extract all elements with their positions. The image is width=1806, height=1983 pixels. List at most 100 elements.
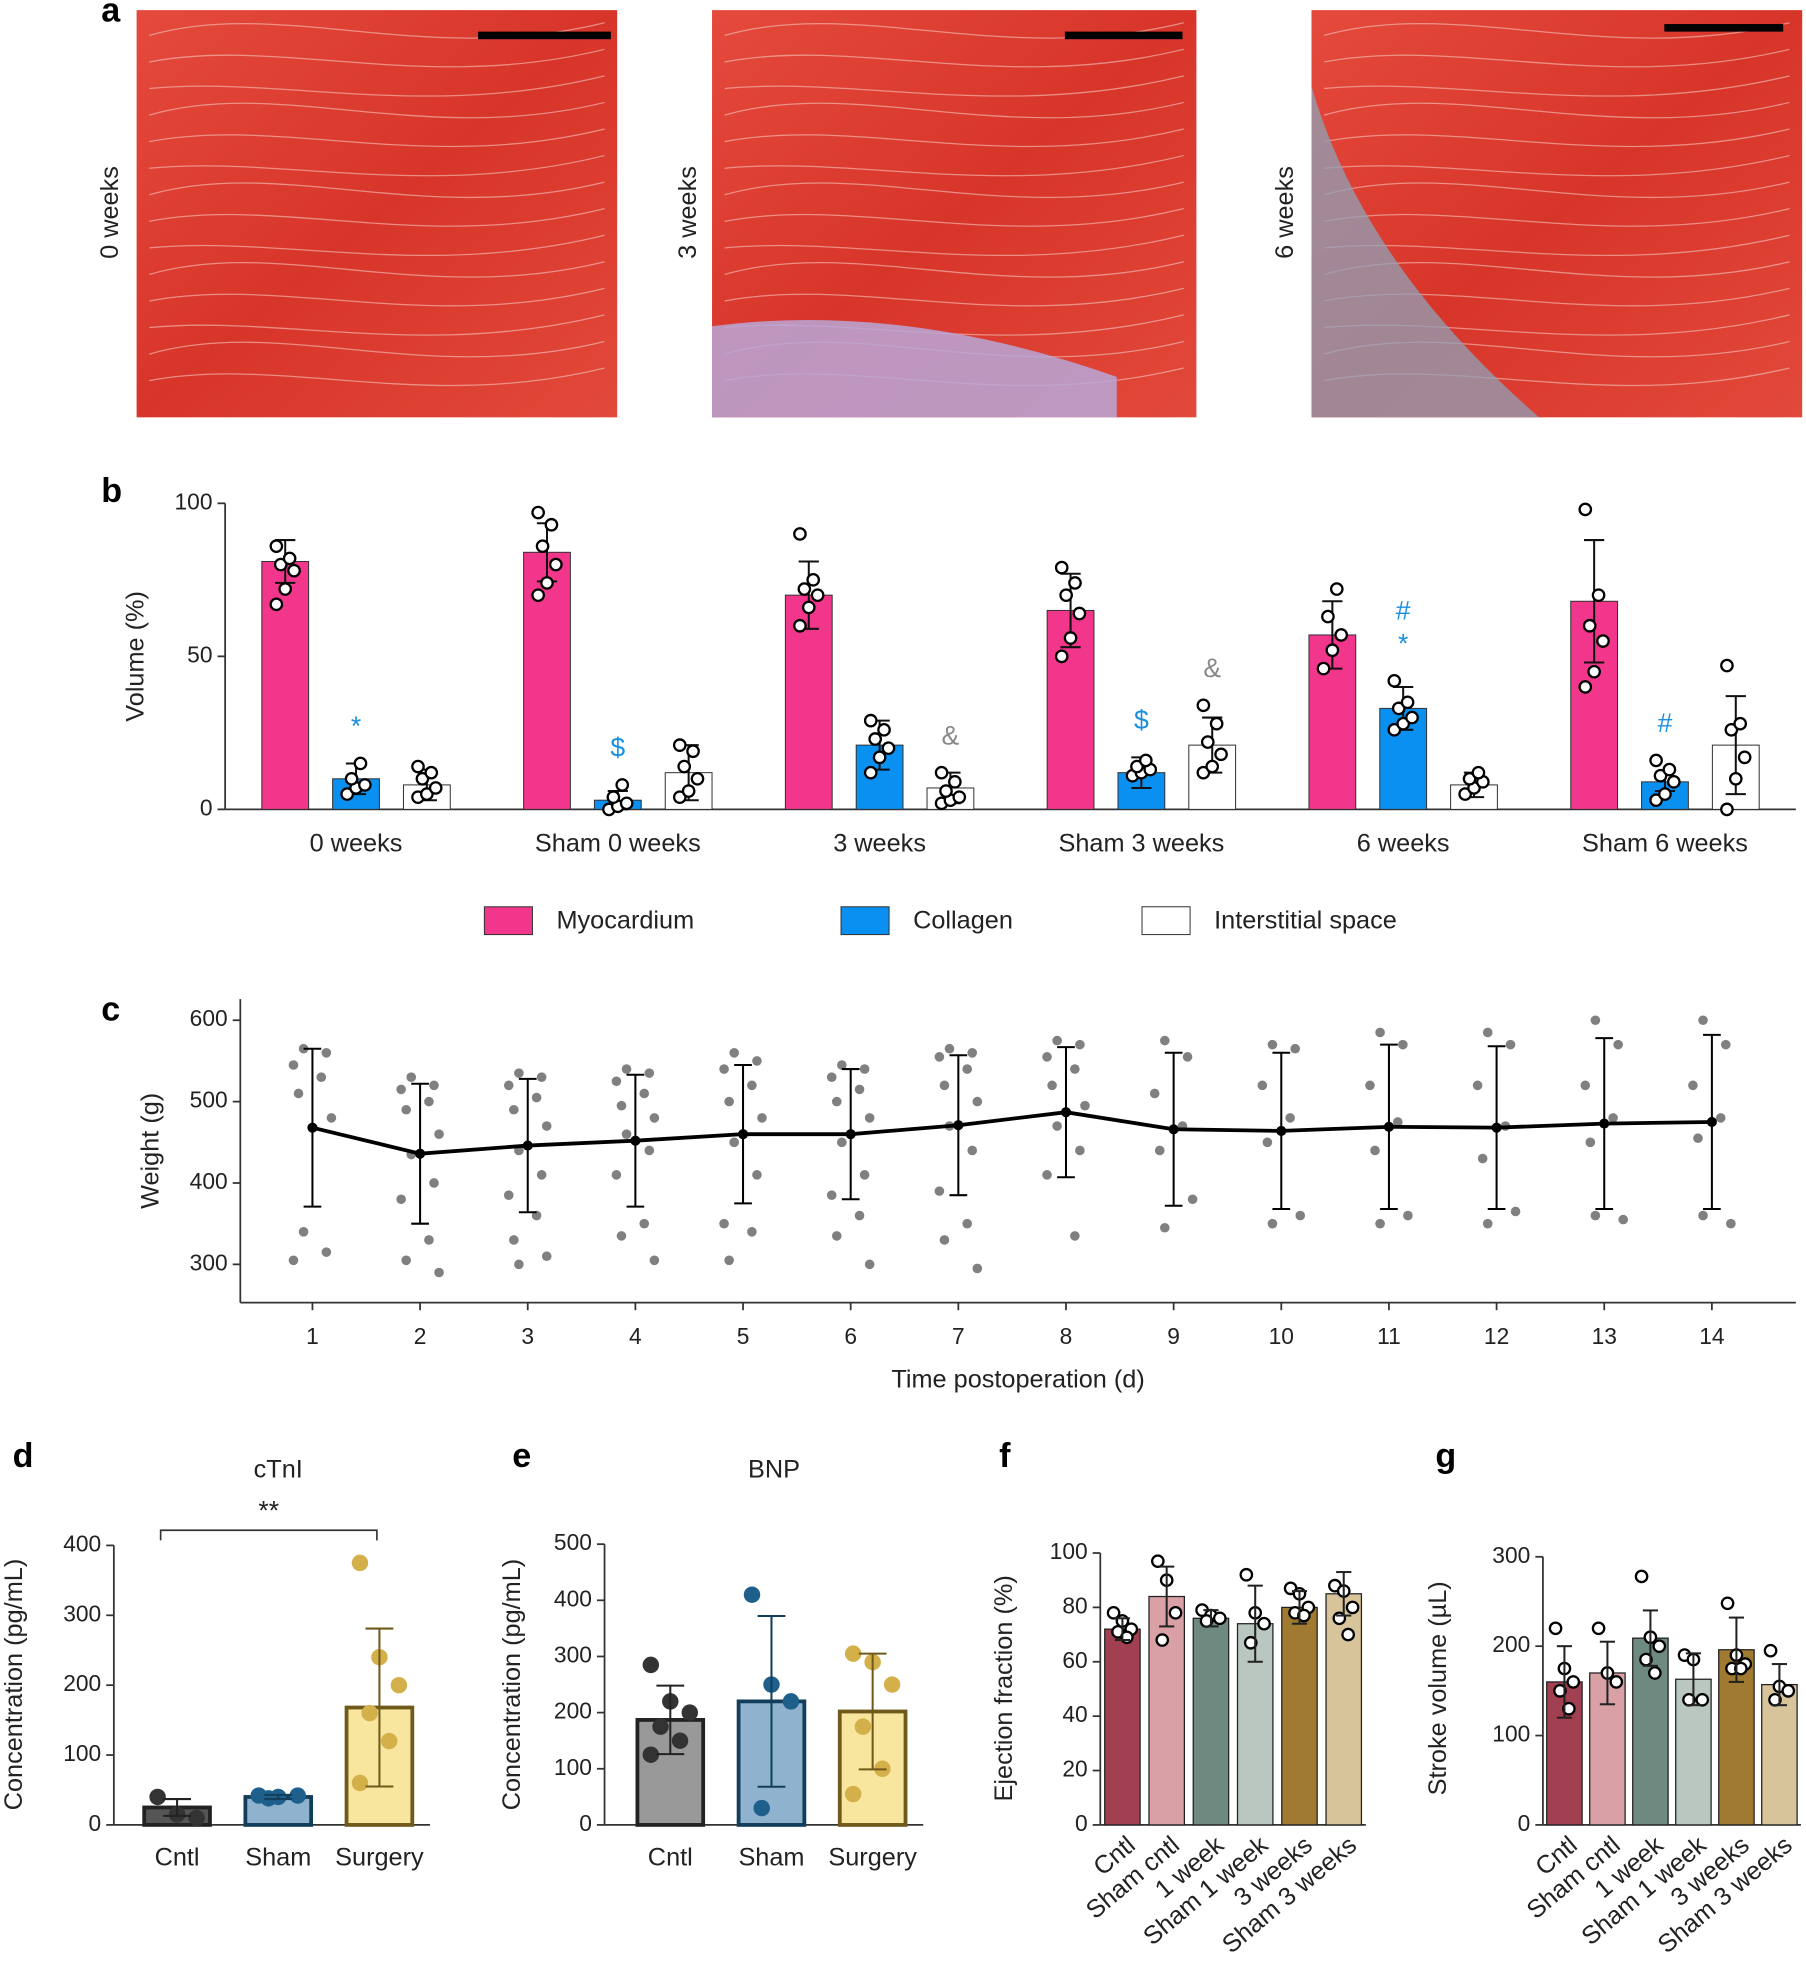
data-point [1737, 750, 1752, 765]
data-point [810, 588, 825, 602]
data-point [289, 1787, 306, 1804]
data-point [1209, 716, 1224, 731]
data-point [353, 756, 368, 771]
significance-mark: # [1396, 596, 1411, 626]
data-point [531, 1092, 542, 1103]
y-axis-label: Concentration (pg/mL) [498, 1559, 526, 1811]
mean-point [1706, 1116, 1717, 1128]
data-point [1582, 618, 1597, 633]
mean-point [630, 1135, 641, 1146]
data-point [752, 1170, 762, 1180]
significance-mark: & [942, 720, 960, 750]
data-point [536, 1170, 547, 1180]
significance-mark: $ [1134, 705, 1149, 735]
y-tick-label: 0 [1518, 1810, 1531, 1836]
data-point [649, 1113, 660, 1123]
data-point [1396, 716, 1411, 731]
x-tick-label: 6 [844, 1323, 857, 1349]
data-point [1720, 658, 1734, 673]
panel-letter: a [101, 0, 121, 30]
x-tick-label: Sham [738, 1844, 804, 1872]
data-point [406, 1072, 417, 1083]
x-tick-label: Sham 6 weeks [1582, 829, 1748, 857]
data-point [1553, 1684, 1567, 1698]
data-point [1187, 1194, 1198, 1205]
data-point [1257, 1616, 1271, 1631]
data-point [1609, 1675, 1624, 1689]
data-point [967, 1047, 978, 1058]
data-point [1649, 753, 1663, 768]
fiber-streak [149, 128, 605, 148]
y-axis-label: Ejection fraction (%) [990, 1575, 1018, 1801]
data-point [358, 778, 372, 792]
data-point [868, 732, 883, 746]
data-point [411, 759, 425, 774]
y-tick-label: 0 [1075, 1810, 1088, 1836]
data-point [752, 1056, 762, 1066]
data-point [1214, 747, 1228, 762]
data-point [934, 765, 949, 780]
x-tick-label: Sham [245, 1844, 311, 1872]
data-point [1387, 722, 1402, 737]
image-label: 0 weeks [96, 166, 124, 259]
y-tick-label: 0 [579, 1810, 592, 1836]
data-point [1458, 787, 1472, 801]
data-point [972, 1263, 983, 1274]
data-point [396, 1084, 406, 1095]
data-point [1587, 664, 1601, 679]
data-point [1054, 560, 1069, 575]
legend-swatch [483, 906, 533, 936]
data-point [536, 1072, 547, 1083]
fiber-streak [724, 75, 1184, 97]
legend-label: Interstitial space [1214, 907, 1397, 935]
data-point [149, 1788, 166, 1806]
significance-mark: # [1658, 708, 1673, 738]
y-tick-label: 0 [89, 1810, 102, 1836]
fiber-streak [1324, 208, 1790, 227]
data-point [1138, 753, 1153, 768]
data-point [1781, 1684, 1796, 1698]
data-point [1070, 1231, 1080, 1241]
data-point [1733, 716, 1748, 731]
data-point [619, 796, 634, 811]
x-tick-label: 5 [737, 1323, 750, 1349]
y-tick-label: 500 [190, 1087, 228, 1113]
panel-title: cTnI [254, 1455, 303, 1483]
data-point [962, 1218, 972, 1229]
fiber-streak [1324, 75, 1790, 97]
data-point [1075, 1039, 1085, 1050]
data-point [288, 1255, 299, 1266]
fiber-streak [1323, 181, 1790, 199]
data-point [269, 539, 284, 554]
data-point [351, 1554, 369, 1572]
mean-point [737, 1129, 749, 1140]
y-tick-label: 600 [190, 1005, 228, 1031]
legend-label: Collagen [913, 907, 1013, 935]
y-tick-label: 300 [1492, 1542, 1530, 1568]
data-point [1726, 1218, 1736, 1229]
y-tick-label: 400 [63, 1530, 101, 1556]
data-point [747, 1227, 757, 1237]
data-point [831, 1096, 842, 1107]
data-point [681, 784, 696, 798]
fiber-streak [724, 208, 1184, 227]
data-point [863, 713, 878, 728]
data-point [863, 765, 878, 780]
data-point [1391, 701, 1406, 716]
scale-bar [478, 31, 611, 40]
data-point [509, 1104, 519, 1115]
data-point [854, 1084, 865, 1095]
data-point [826, 1072, 837, 1083]
fiber-streak [1324, 128, 1790, 148]
x-tick-label: Cntl [648, 1844, 693, 1872]
y-axis-label: Weight (g) [136, 1093, 164, 1209]
bar [1148, 1595, 1186, 1826]
data-point [939, 1235, 950, 1245]
data-point [948, 775, 962, 789]
data-point [1321, 609, 1335, 624]
data-point [420, 787, 434, 801]
data-point [854, 1210, 865, 1221]
data-point [361, 1704, 378, 1722]
data-point [793, 618, 807, 633]
y-tick-label: 200 [554, 1698, 592, 1724]
